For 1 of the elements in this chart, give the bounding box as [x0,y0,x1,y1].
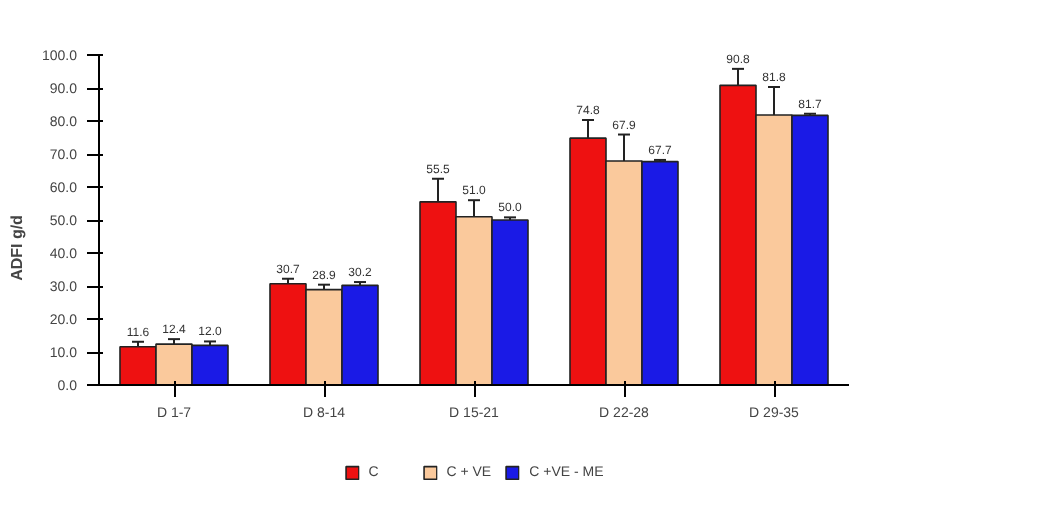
y-axis-title: ADFI g/d [7,214,26,281]
